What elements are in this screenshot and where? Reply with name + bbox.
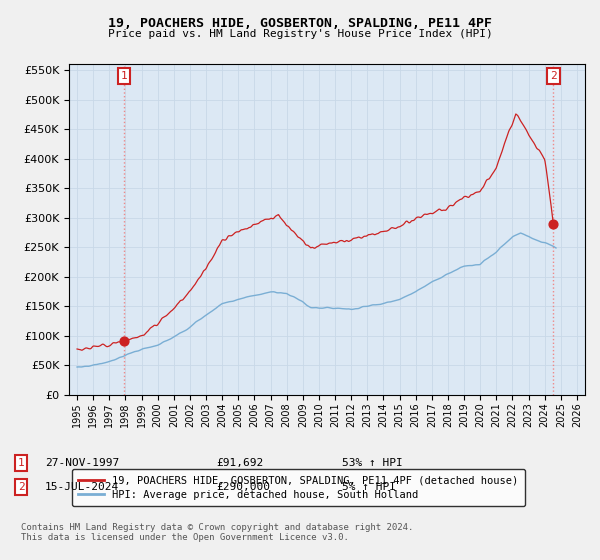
Point <box>548 219 558 228</box>
Text: Price paid vs. HM Land Registry's House Price Index (HPI): Price paid vs. HM Land Registry's House … <box>107 29 493 39</box>
Text: 27-NOV-1997: 27-NOV-1997 <box>45 458 119 468</box>
Text: 2: 2 <box>550 71 557 81</box>
Legend: 19, POACHERS HIDE, GOSBERTON, SPALDING, PE11 4PF (detached house), HPI: Average : 19, POACHERS HIDE, GOSBERTON, SPALDING, … <box>71 469 525 506</box>
Text: £91,692: £91,692 <box>216 458 263 468</box>
Point <box>119 336 128 345</box>
Text: £290,000: £290,000 <box>216 482 270 492</box>
Text: Contains HM Land Registry data © Crown copyright and database right 2024.
This d: Contains HM Land Registry data © Crown c… <box>21 522 413 542</box>
Text: 1: 1 <box>17 458 25 468</box>
Text: 5% ↑ HPI: 5% ↑ HPI <box>342 482 396 492</box>
Text: 15-JUL-2024: 15-JUL-2024 <box>45 482 119 492</box>
Text: 2: 2 <box>17 482 25 492</box>
Text: 53% ↑ HPI: 53% ↑ HPI <box>342 458 403 468</box>
Text: 1: 1 <box>121 71 127 81</box>
Text: 19, POACHERS HIDE, GOSBERTON, SPALDING, PE11 4PF: 19, POACHERS HIDE, GOSBERTON, SPALDING, … <box>108 17 492 30</box>
